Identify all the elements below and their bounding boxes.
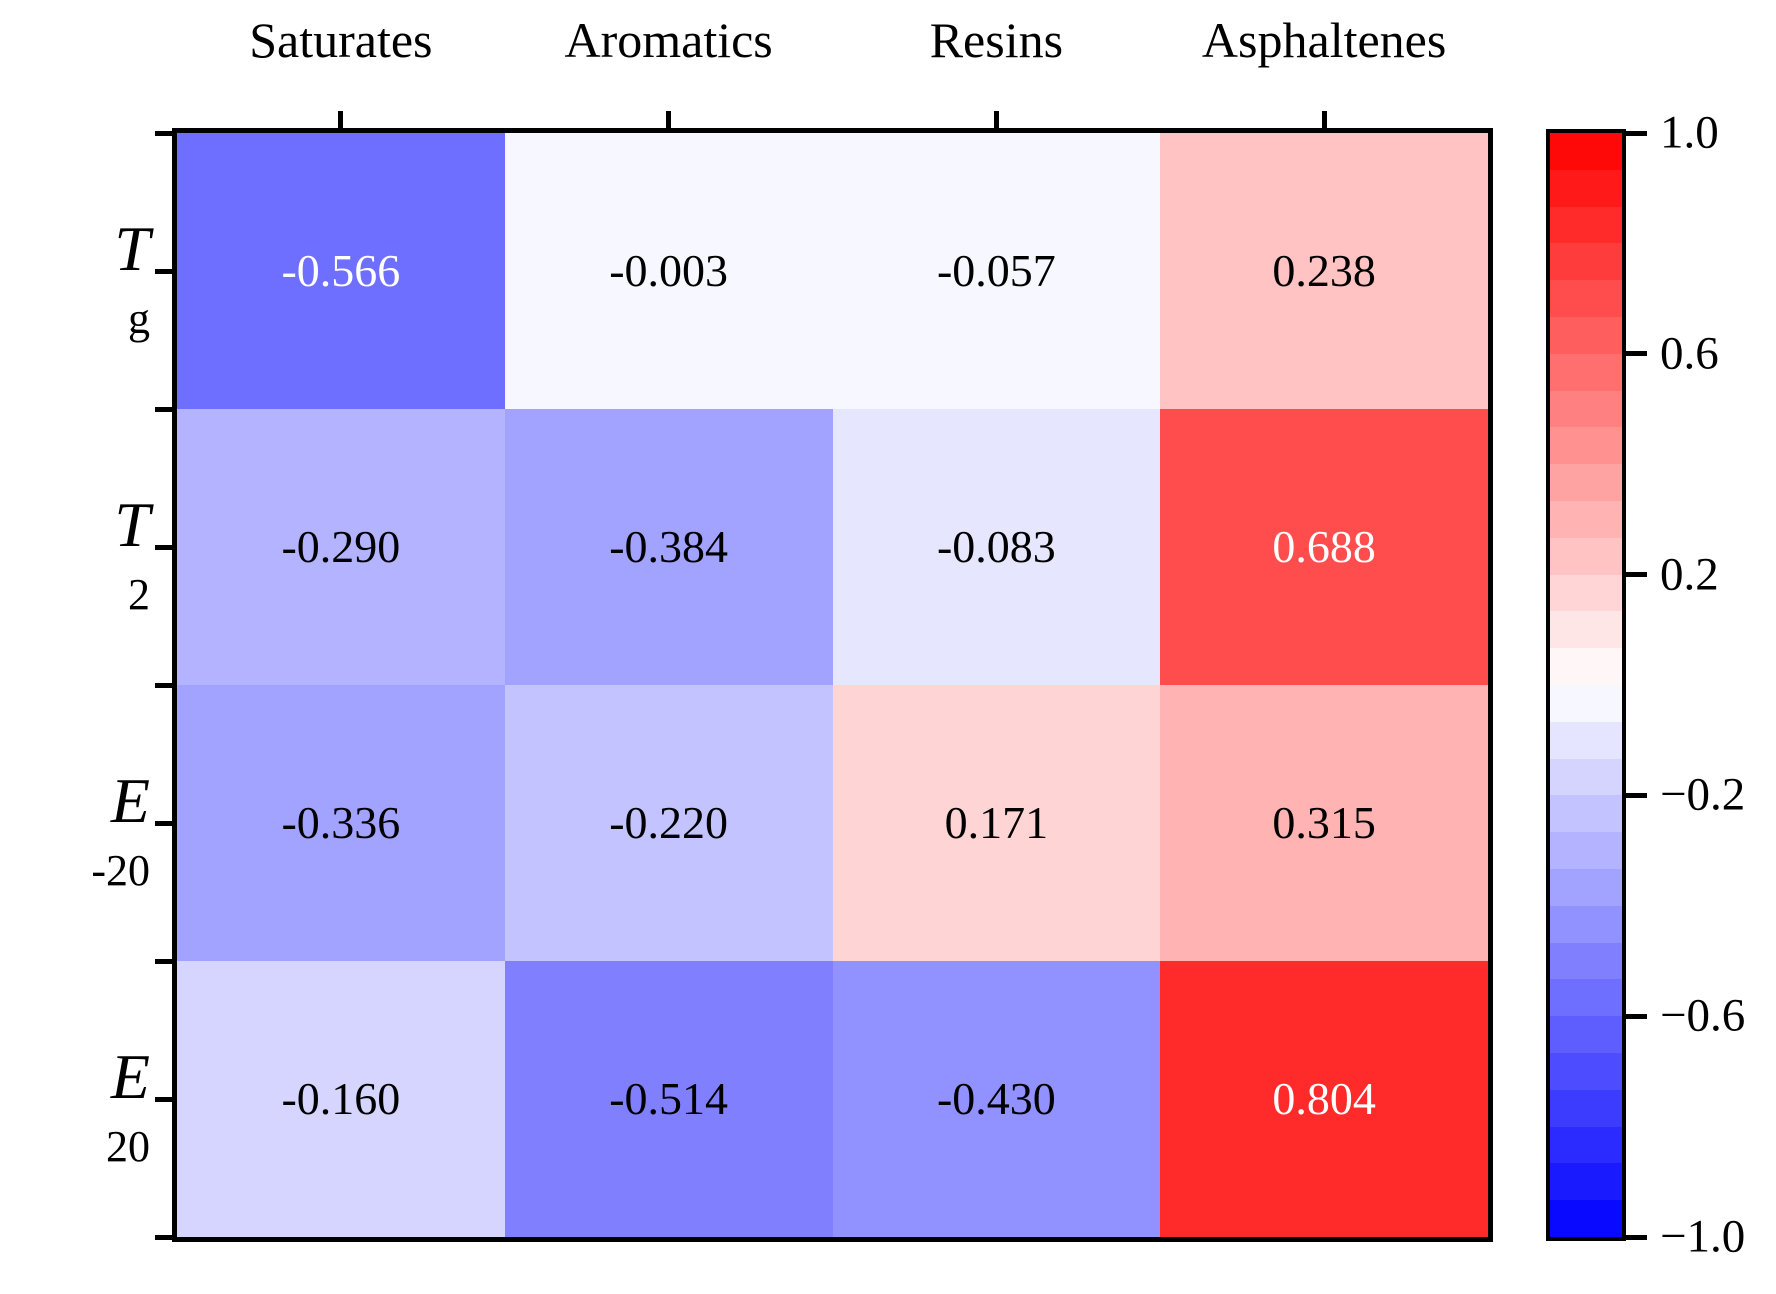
x-axis-tick xyxy=(1321,111,1327,134)
heatmap-cell-0-0: -0.566 xyxy=(177,133,505,409)
column-header-aromatics: Aromatics xyxy=(564,12,773,68)
colorbar-segment xyxy=(1550,979,1622,1017)
colorbar-segment xyxy=(1550,169,1622,207)
heatmap-cell-2-2: 0.171 xyxy=(832,685,1161,961)
heatmap-cell-3-2: -0.430 xyxy=(832,961,1161,1237)
colorbar-segment xyxy=(1550,832,1622,869)
colorbar-segment xyxy=(1550,464,1622,501)
colorbar-segment xyxy=(1550,500,1622,538)
row-label-base: E xyxy=(110,1041,150,1112)
colorbar-segment xyxy=(1550,206,1622,244)
heatmap-cell-1-3: 0.688 xyxy=(1160,409,1488,685)
heatmap-cell-0-3: 0.238 xyxy=(1160,133,1488,409)
x-axis-tick xyxy=(338,111,344,134)
heatmap-plot-area: -0.566 -0.003 -0.057 0.238 -0.290 -0.384 -0.08… xyxy=(172,128,1493,1242)
row-label-subscript: 20 xyxy=(106,1122,150,1171)
heatmap-cell-1-1: -0.384 xyxy=(504,409,833,685)
row-label-subscript: g xyxy=(128,294,150,343)
colorbar-segment xyxy=(1550,721,1622,759)
colorbar-segment xyxy=(1550,537,1622,575)
heatmap-cell-0-1: -0.003 xyxy=(504,133,833,409)
colorbar-segment xyxy=(1550,611,1622,649)
heatmap-cell-2-1: -0.220 xyxy=(504,685,833,961)
y-axis-tick xyxy=(155,1096,178,1102)
colorbar-segment xyxy=(1550,1052,1622,1090)
row-label-base: T xyxy=(114,489,150,560)
colorbar-segment xyxy=(1550,758,1622,796)
row-label-subscript: 2 xyxy=(128,570,150,619)
y-axis-tick xyxy=(155,682,178,688)
colorbar-segment xyxy=(1550,1016,1622,1053)
colorbar-segment xyxy=(1550,574,1622,612)
y-axis-tick xyxy=(155,1234,178,1240)
heatmap-cell-3-3: 0.804 xyxy=(1160,961,1488,1237)
colorbar-segment xyxy=(1550,942,1622,980)
colorbar xyxy=(1546,129,1626,1241)
colorbar-tick-label: −0.6 xyxy=(1660,989,1746,1042)
row-label-e-20: E -20 xyxy=(0,765,150,893)
y-axis-tick xyxy=(155,406,178,412)
colorbar-tick xyxy=(1626,792,1647,798)
colorbar-tick-label: −1.0 xyxy=(1660,1210,1746,1263)
y-axis-tick xyxy=(155,544,178,550)
heatmap-cell-0-2: -0.057 xyxy=(832,133,1161,409)
colorbar-segment xyxy=(1550,1200,1622,1237)
colorbar-segment xyxy=(1550,795,1622,833)
colorbar-segment xyxy=(1550,905,1622,943)
x-axis-tick xyxy=(666,111,672,134)
column-header-saturates: Saturates xyxy=(249,12,433,68)
y-axis-tick xyxy=(155,958,178,964)
column-header-asphaltenes: Asphaltenes xyxy=(1201,12,1447,68)
colorbar-tick-label: 1.0 xyxy=(1660,106,1719,159)
heatmap-cell-1-0: -0.290 xyxy=(177,409,505,685)
x-axis-tick xyxy=(993,111,999,134)
row-label-base: T xyxy=(114,213,150,284)
colorbar-tick xyxy=(1626,1013,1647,1019)
row-label-subscript: -20 xyxy=(91,846,150,895)
colorbar-tick xyxy=(1626,130,1647,136)
colorbar-tick-label: 0.2 xyxy=(1660,548,1719,601)
colorbar-segment xyxy=(1550,316,1622,354)
colorbar-segment xyxy=(1550,390,1622,428)
colorbar-tick xyxy=(1626,1234,1647,1240)
heatmap-cell-1-2: -0.083 xyxy=(832,409,1161,685)
y-axis-tick xyxy=(155,820,178,826)
colorbar-segment xyxy=(1550,1126,1622,1164)
heatmap-cell-2-3: 0.315 xyxy=(1160,685,1488,961)
row-label-base: E xyxy=(110,765,150,836)
row-label-e20: E 20 xyxy=(0,1041,150,1169)
colorbar-segment xyxy=(1550,427,1622,465)
colorbar-tick xyxy=(1626,351,1647,357)
heatmap-cell-2-0: -0.336 xyxy=(177,685,505,961)
heatmap-grid: -0.566 -0.003 -0.057 0.238 -0.290 -0.384 -0.08… xyxy=(177,133,1488,1237)
heatmap-cell-3-1: -0.514 xyxy=(504,961,833,1237)
colorbar-segment xyxy=(1550,133,1622,170)
colorbar-tick-label: −0.2 xyxy=(1660,768,1746,821)
colorbar-segment xyxy=(1550,684,1622,722)
colorbar-segment xyxy=(1550,243,1622,281)
heatmap-cell-3-0: -0.160 xyxy=(177,961,505,1237)
colorbar-segment xyxy=(1550,353,1622,391)
column-header-resins: Resins xyxy=(929,12,1064,68)
colorbar-segment xyxy=(1550,868,1622,906)
colorbar-segment xyxy=(1550,1089,1622,1127)
y-axis-tick xyxy=(155,130,178,136)
y-axis-tick xyxy=(155,268,178,274)
colorbar-segment xyxy=(1550,1163,1622,1201)
colorbar-tick-label: 0.6 xyxy=(1660,327,1719,380)
colorbar-tick xyxy=(1626,572,1647,578)
colorbar-segment xyxy=(1550,648,1622,685)
colorbar-segment xyxy=(1550,280,1622,317)
